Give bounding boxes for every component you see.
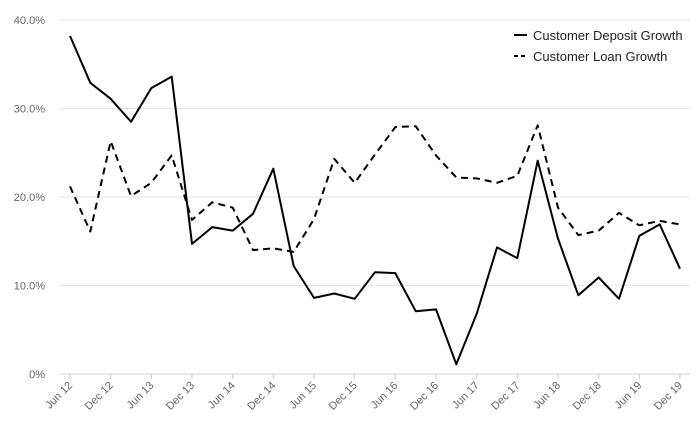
x-tick-label: Jun 15 — [287, 380, 319, 412]
x-tick-label: Jun 18 — [531, 380, 563, 412]
x-tick-label: Dec 12 — [83, 380, 116, 413]
x-tick-label: Dec 14 — [245, 380, 278, 413]
customer-loan-growth-line — [69, 124, 681, 253]
x-tick-label: Dec 15 — [327, 380, 360, 413]
x-tick-label: Dec 18 — [571, 380, 604, 413]
y-tick-label: 40.0% — [14, 15, 45, 27]
x-tick-label: Jun 19 — [613, 380, 645, 412]
customer-loan-growth-legend-label: Customer Loan Growth — [533, 49, 667, 64]
x-tick-label: Dec 13 — [164, 380, 197, 413]
customer-deposit-growth-line — [69, 35, 681, 366]
y-tick-label: 10.0% — [14, 281, 45, 293]
customer-deposit-growth-legend-label: Customer Deposit Growth — [533, 28, 683, 43]
x-tick-label: Dec 16 — [408, 380, 441, 413]
x-tick-label: Dec 17 — [489, 380, 522, 413]
axes — [60, 373, 690, 379]
grid-lines — [60, 19, 690, 286]
x-tick-labels: Jun 12 Dec 12 Jun 13 Dec 13 Jun 14 Dec 14 Jun … — [43, 380, 685, 413]
legend: Customer Deposit Growth Customer Loan Gro… — [514, 28, 683, 64]
x-tick-label: Jun 17 — [450, 380, 482, 412]
x-tick-label: Jun 14 — [206, 380, 238, 412]
y-tick-label: 0% — [29, 369, 45, 381]
x-tick-label: Dec 19 — [652, 380, 685, 413]
series-lines — [69, 35, 681, 366]
x-tick-label: Jun 12 — [43, 380, 75, 412]
x-tick-label: Jun 13 — [125, 380, 157, 412]
y-tick-label: 30.0% — [14, 104, 45, 116]
y-tick-labels: 0% 10.0% 20.0% 30.0% 40.0% — [14, 15, 45, 381]
x-tick-label: Jun 16 — [369, 380, 401, 412]
y-tick-label: 20.0% — [14, 192, 45, 204]
